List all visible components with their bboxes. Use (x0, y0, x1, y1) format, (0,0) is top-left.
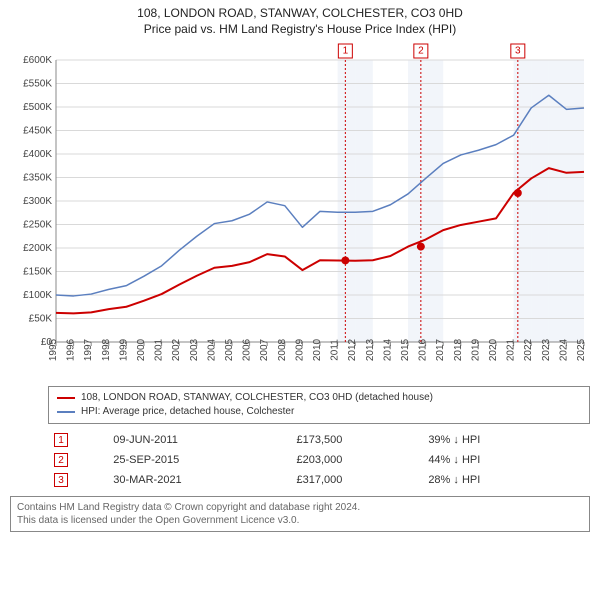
legend: 108, LONDON ROAD, STANWAY, COLCHESTER, C… (48, 386, 590, 424)
svg-text:2010: 2010 (312, 338, 323, 361)
sale-date: 25-SEP-2015 (107, 450, 290, 470)
sale-badge: 1 (54, 433, 68, 447)
svg-text:1999: 1999 (118, 338, 129, 361)
svg-text:2002: 2002 (171, 338, 182, 361)
sale-badge: 3 (54, 473, 68, 487)
svg-text:1996: 1996 (66, 338, 77, 361)
attribution-line1: Contains HM Land Registry data © Crown c… (17, 501, 583, 514)
svg-text:2025: 2025 (576, 338, 587, 361)
svg-text:2015: 2015 (400, 338, 411, 361)
sale-price: £317,000 (290, 470, 422, 490)
table-row: 3 30-MAR-2021£317,00028% ↓ HPI (48, 470, 568, 490)
title-subtitle: Price paid vs. HM Land Registry's House … (0, 22, 600, 36)
sale-badge: 2 (54, 453, 68, 467)
svg-text:2013: 2013 (365, 338, 376, 361)
svg-text:1: 1 (343, 46, 349, 57)
legend-swatch-red (57, 397, 75, 399)
svg-text:£350K: £350K (23, 173, 52, 184)
svg-text:1997: 1997 (83, 338, 94, 361)
svg-text:£400K: £400K (23, 149, 52, 160)
svg-text:2019: 2019 (470, 338, 481, 361)
sale-date: 30-MAR-2021 (107, 470, 290, 490)
sale-vs-hpi: 39% ↓ HPI (422, 430, 568, 450)
svg-text:2004: 2004 (206, 338, 217, 361)
svg-text:2016: 2016 (418, 338, 429, 361)
legend-item-property: 108, LONDON ROAD, STANWAY, COLCHESTER, C… (57, 391, 581, 405)
svg-text:£100K: £100K (23, 290, 52, 301)
svg-text:2001: 2001 (154, 338, 165, 361)
svg-text:2011: 2011 (330, 339, 341, 361)
svg-text:£50K: £50K (29, 314, 53, 325)
svg-text:2014: 2014 (382, 338, 393, 361)
svg-text:2: 2 (418, 46, 424, 57)
svg-text:2018: 2018 (453, 338, 464, 361)
svg-text:2009: 2009 (294, 338, 305, 361)
svg-text:£300K: £300K (23, 196, 52, 207)
svg-text:2021: 2021 (506, 338, 517, 361)
svg-text:2007: 2007 (259, 338, 270, 361)
legend-label-hpi: HPI: Average price, detached house, Colc… (81, 405, 294, 419)
chart-container: £0£50K£100K£150K£200K£250K£300K£350K£400… (8, 42, 592, 382)
price-chart: £0£50K£100K£150K£200K£250K£300K£350K£400… (8, 42, 592, 382)
attribution: Contains HM Land Registry data © Crown c… (10, 496, 590, 532)
sale-vs-hpi: 44% ↓ HPI (422, 450, 568, 470)
svg-text:£150K: £150K (23, 267, 52, 278)
sale-price: £203,000 (290, 450, 422, 470)
svg-text:2020: 2020 (488, 338, 499, 361)
svg-text:2006: 2006 (242, 338, 253, 361)
svg-text:1998: 1998 (101, 338, 112, 361)
svg-text:£500K: £500K (23, 102, 52, 113)
svg-text:2022: 2022 (523, 338, 534, 361)
chart-header: 108, LONDON ROAD, STANWAY, COLCHESTER, C… (0, 0, 600, 36)
svg-text:2017: 2017 (435, 338, 446, 361)
svg-text:£250K: £250K (23, 220, 52, 231)
legend-swatch-blue (57, 411, 75, 413)
legend-label-property: 108, LONDON ROAD, STANWAY, COLCHESTER, C… (81, 391, 433, 405)
svg-text:2023: 2023 (541, 338, 552, 361)
svg-text:1995: 1995 (48, 338, 59, 361)
table-row: 1 09-JUN-2011£173,50039% ↓ HPI (48, 430, 568, 450)
svg-text:£600K: £600K (23, 55, 52, 66)
svg-text:2003: 2003 (189, 338, 200, 361)
svg-text:£200K: £200K (23, 243, 52, 254)
sale-vs-hpi: 28% ↓ HPI (422, 470, 568, 490)
sale-price: £173,500 (290, 430, 422, 450)
svg-text:£550K: £550K (23, 79, 52, 90)
svg-text:2008: 2008 (277, 338, 288, 361)
sale-date: 09-JUN-2011 (107, 430, 290, 450)
table-row: 2 25-SEP-2015£203,00044% ↓ HPI (48, 450, 568, 470)
svg-text:2012: 2012 (347, 338, 358, 361)
svg-text:2000: 2000 (136, 338, 147, 361)
title-address: 108, LONDON ROAD, STANWAY, COLCHESTER, C… (0, 6, 600, 20)
svg-text:£450K: £450K (23, 126, 52, 137)
sales-table: 1 09-JUN-2011£173,50039% ↓ HPI 2 25-SEP-201… (48, 430, 568, 490)
svg-text:2024: 2024 (558, 338, 569, 361)
legend-item-hpi: HPI: Average price, detached house, Colc… (57, 405, 581, 419)
attribution-line2: This data is licensed under the Open Gov… (17, 514, 583, 527)
svg-text:2005: 2005 (224, 338, 235, 361)
svg-text:3: 3 (515, 46, 521, 57)
